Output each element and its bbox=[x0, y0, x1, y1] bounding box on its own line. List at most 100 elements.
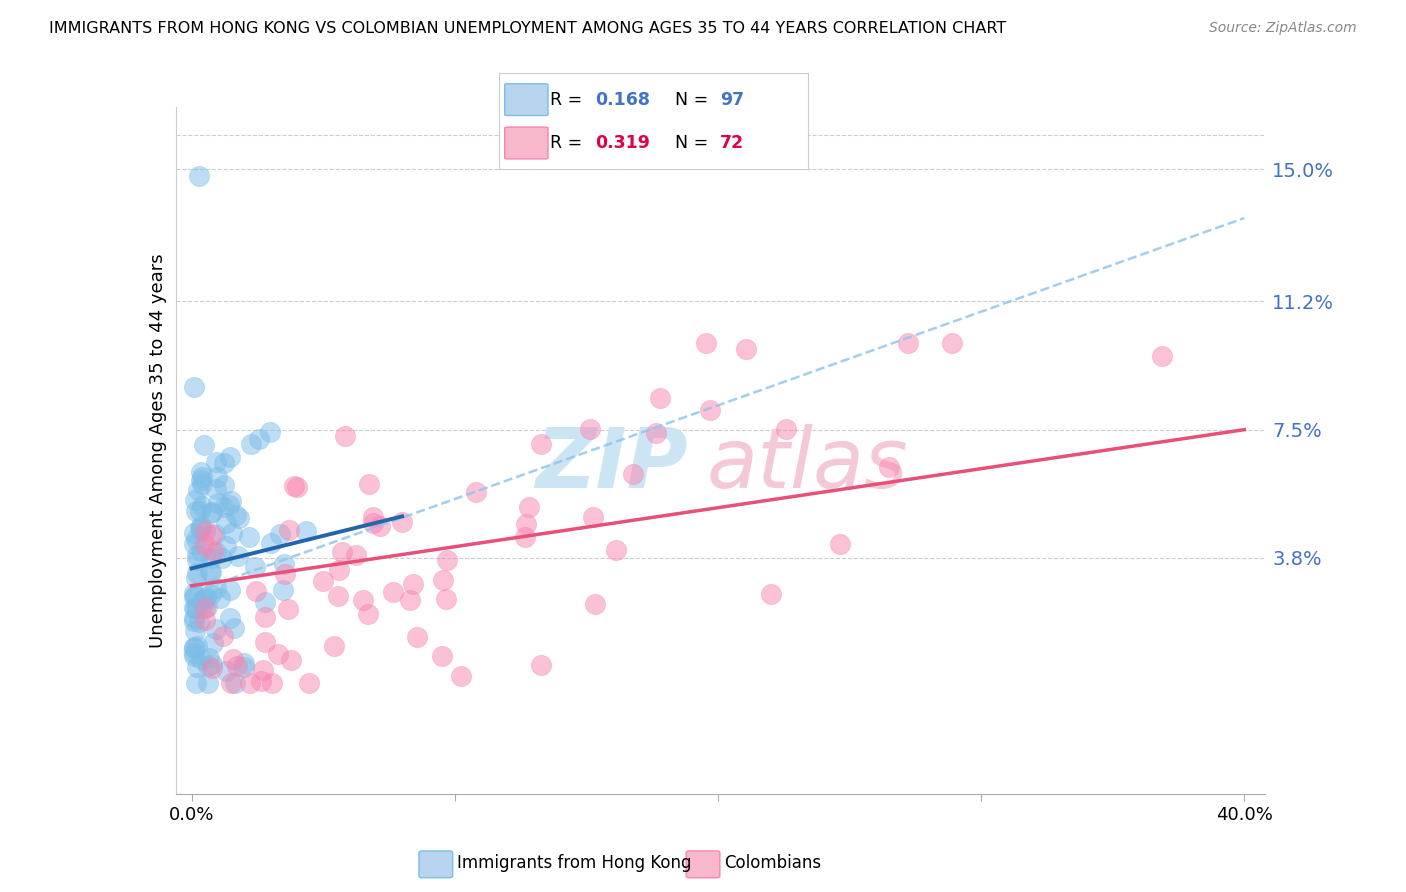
Point bbox=[250, 673, 273, 688]
Point bbox=[254, 595, 277, 609]
Point bbox=[215, 664, 238, 678]
Point bbox=[623, 467, 645, 481]
Point bbox=[274, 567, 297, 582]
Point bbox=[877, 459, 900, 474]
Point bbox=[699, 403, 721, 417]
Point bbox=[219, 583, 242, 598]
Point bbox=[183, 640, 205, 655]
Point bbox=[193, 438, 215, 452]
Point bbox=[391, 516, 413, 530]
Point bbox=[298, 676, 321, 690]
Point bbox=[238, 530, 260, 544]
Text: Source: ZipAtlas.com: Source: ZipAtlas.com bbox=[1209, 21, 1357, 35]
Point bbox=[436, 553, 458, 567]
Text: Immigrants from Hong Kong: Immigrants from Hong Kong bbox=[457, 854, 692, 871]
Point bbox=[695, 335, 717, 350]
Point bbox=[221, 652, 243, 666]
Point bbox=[198, 565, 221, 579]
Point bbox=[198, 651, 221, 665]
Point bbox=[515, 516, 537, 531]
Point bbox=[209, 591, 232, 606]
Point bbox=[253, 610, 276, 624]
Point bbox=[183, 526, 205, 541]
Point bbox=[204, 454, 226, 468]
Point bbox=[226, 549, 249, 563]
Point bbox=[193, 591, 215, 605]
Point bbox=[357, 607, 380, 622]
Point bbox=[190, 543, 212, 558]
Point bbox=[197, 658, 219, 673]
Point bbox=[232, 656, 254, 670]
Point bbox=[186, 640, 208, 654]
Point bbox=[202, 544, 225, 558]
Point bbox=[212, 477, 235, 491]
Point bbox=[190, 651, 212, 665]
Point bbox=[184, 493, 207, 508]
Point bbox=[897, 335, 920, 350]
Point bbox=[183, 646, 205, 660]
Point bbox=[183, 640, 205, 654]
Point bbox=[204, 482, 226, 496]
Point bbox=[191, 476, 214, 491]
Point bbox=[207, 496, 229, 510]
Text: IMMIGRANTS FROM HONG KONG VS COLOMBIAN UNEMPLOYMENT AMONG AGES 35 TO 44 YEARS CO: IMMIGRANTS FROM HONG KONG VS COLOMBIAN U… bbox=[49, 21, 1007, 36]
Point bbox=[450, 668, 472, 682]
Point bbox=[191, 470, 214, 484]
Point bbox=[645, 425, 668, 440]
Point bbox=[228, 511, 250, 525]
Point bbox=[530, 437, 553, 451]
Point bbox=[277, 602, 299, 616]
Point bbox=[202, 636, 225, 650]
Point bbox=[225, 508, 247, 522]
Point bbox=[650, 392, 672, 406]
Point bbox=[207, 470, 229, 484]
Text: 0.319: 0.319 bbox=[595, 134, 650, 152]
Point bbox=[283, 479, 305, 493]
Point bbox=[735, 343, 758, 357]
Point bbox=[529, 657, 551, 672]
Point bbox=[212, 500, 235, 515]
Point bbox=[183, 600, 205, 615]
Point bbox=[312, 574, 335, 588]
Point bbox=[200, 565, 222, 579]
Point bbox=[186, 548, 208, 562]
Point bbox=[215, 539, 238, 553]
Point bbox=[581, 510, 603, 524]
Point bbox=[273, 583, 295, 598]
Point bbox=[243, 560, 266, 574]
Text: R =: R = bbox=[550, 134, 588, 152]
Point bbox=[212, 629, 235, 643]
Point bbox=[775, 422, 797, 436]
Point bbox=[200, 506, 222, 520]
Point bbox=[399, 593, 422, 607]
Point bbox=[204, 622, 226, 636]
Point bbox=[183, 590, 205, 604]
Point bbox=[188, 169, 211, 184]
Point bbox=[252, 663, 274, 677]
Point bbox=[233, 660, 256, 674]
Point bbox=[186, 660, 208, 674]
Point bbox=[205, 545, 228, 559]
FancyBboxPatch shape bbox=[505, 84, 548, 116]
Point bbox=[328, 563, 350, 577]
Point bbox=[239, 676, 262, 690]
Point bbox=[352, 593, 374, 607]
Point bbox=[190, 518, 212, 533]
Point bbox=[193, 593, 215, 607]
Point bbox=[583, 597, 606, 611]
Point bbox=[215, 516, 238, 530]
Point bbox=[245, 583, 267, 598]
Point bbox=[381, 585, 404, 599]
Text: N =: N = bbox=[675, 91, 714, 109]
Point bbox=[224, 676, 246, 690]
Point bbox=[253, 635, 276, 649]
Point bbox=[239, 436, 262, 450]
Point bbox=[184, 624, 207, 638]
Point bbox=[605, 543, 627, 558]
Point bbox=[191, 499, 214, 513]
Point bbox=[224, 621, 246, 635]
Point bbox=[277, 523, 299, 537]
Point bbox=[432, 573, 454, 587]
Point bbox=[201, 528, 224, 542]
Point bbox=[759, 587, 782, 601]
